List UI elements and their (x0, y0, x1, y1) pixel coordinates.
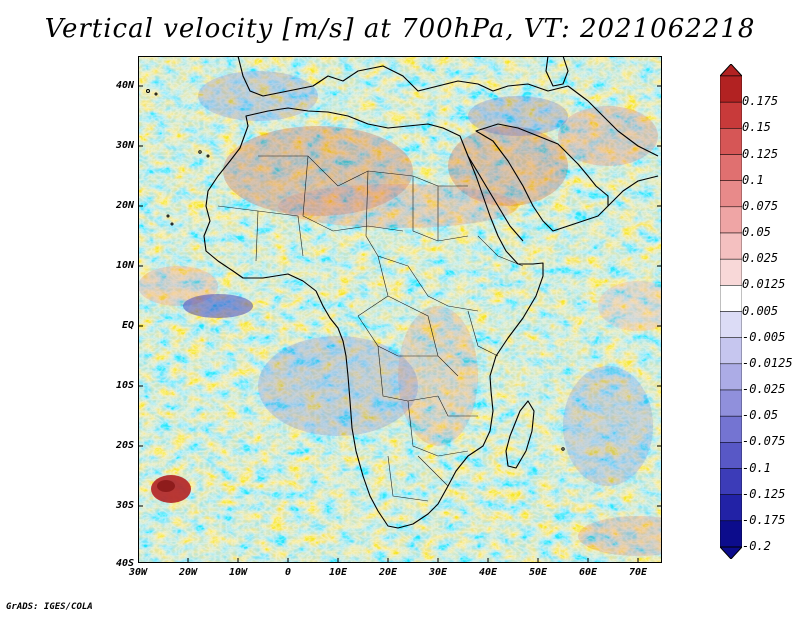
colorbar-segment (720, 128, 742, 155)
colorbar-segment (720, 285, 742, 312)
colorbar-min-arrow (720, 546, 742, 559)
lon-label-30e: 30E (428, 567, 448, 578)
lat-label-10s: 10S (115, 380, 134, 391)
lat-label-40n: 40N (115, 80, 134, 91)
colorbar-tick-label: 0.075 (742, 198, 779, 213)
grads-credit: GrADS: IGES/COLA (6, 602, 93, 612)
coastlines (203, 56, 659, 529)
colorbar-segment (720, 258, 742, 286)
colorbar-tick-label: -0.0125 (742, 355, 793, 370)
colorbar-segment (720, 415, 742, 443)
colorbar-segment (720, 363, 742, 391)
vertical-velocity-map (138, 56, 662, 563)
colorbar-tick-label: 0.0125 (742, 277, 786, 292)
colorbar-tick-label: -0.125 (742, 486, 786, 501)
lat-label-40s: 40S (115, 558, 134, 569)
colorbar-segment (720, 494, 742, 522)
lat-label-10n: 10N (115, 260, 134, 271)
lon-label-70e: 70E (628, 567, 648, 578)
lon-label-10e: 10E (328, 567, 348, 578)
lon-label-30w: 30W (128, 567, 148, 578)
map-title: Vertical velocity [m/s] at 700hPa, VT: 2… (44, 14, 756, 44)
colorbar-tick-label: -0.2 (742, 539, 771, 553)
lon-label-50e: 50E (528, 567, 548, 578)
colorbar-tick-label: 0.005 (742, 303, 779, 318)
lat-label-20n: 20N (115, 200, 134, 211)
colorbar-tick-label: 0.1 (742, 172, 764, 187)
colorbar-tick-label: 0.125 (742, 146, 779, 161)
lat-label-30s: 30S (115, 500, 134, 511)
map-panel (138, 56, 662, 563)
colorbar-tick-label: -0.05 (742, 408, 779, 423)
colorbar-tick-label: 0.05 (742, 225, 771, 239)
colorbar-segment (720, 442, 742, 469)
colorbar-tick-label: -0.075 (742, 434, 786, 449)
colorbar-segment (720, 206, 742, 234)
lon-label-20w: 20W (178, 567, 198, 578)
lon-label-0: 0 (284, 567, 292, 578)
colorbar-segment (720, 232, 742, 260)
colorbar (720, 64, 742, 559)
islands (146, 89, 565, 451)
lat-label-eq: EQ (121, 320, 134, 331)
colorbar-tick-label: 0.15 (742, 120, 771, 135)
lon-label-20e: 20E (378, 567, 398, 578)
colorbar-segment (720, 75, 742, 103)
colorbar-tick-label: -0.1 (742, 460, 771, 475)
colorbar-segment (720, 520, 742, 548)
colorbar-segment (720, 311, 742, 338)
colorbar-segment (720, 180, 742, 208)
lon-label-10w: 10W (228, 567, 248, 578)
colorbar-segment (720, 101, 742, 129)
colorbar-segment (720, 468, 742, 495)
colorbar-tick-label: -0.175 (742, 512, 786, 527)
lat-label-20s: 20S (115, 440, 134, 451)
colorbar-segment (720, 389, 742, 417)
lat-label-30n: 30N (115, 140, 134, 151)
colorbar-segment (720, 337, 742, 365)
map-frame (138, 56, 662, 563)
colorbar-tick-label: 0.175 (742, 94, 779, 109)
colorbar-max-arrow (720, 64, 742, 77)
axis-ticks (138, 85, 662, 563)
colorbar-tick-label: 0.025 (742, 251, 779, 266)
country-borders (217, 155, 524, 502)
lon-label-40e: 40E (478, 567, 498, 578)
colorbar-segment (720, 154, 742, 181)
colorbar-tick-label: -0.005 (742, 329, 786, 344)
lon-label-60e: 60E (578, 567, 598, 578)
colorbar-tick-label: -0.025 (742, 382, 786, 396)
